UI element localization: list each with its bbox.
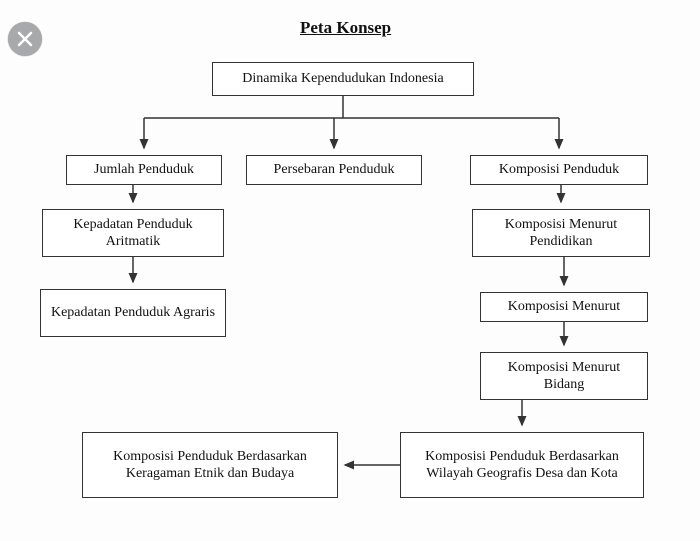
node-agraris: Kepadatan Penduduk Agraris bbox=[40, 289, 226, 337]
node-aritmatik: Kepadatan Penduduk Aritmatik bbox=[42, 209, 224, 257]
node-persebaran: Persebaran Penduduk bbox=[246, 155, 422, 185]
node-kompEtnik: Komposisi Penduduk Berdasarkan Keragaman… bbox=[82, 432, 338, 498]
node-kompPend: Komposisi Menurut Pendidikan bbox=[472, 209, 650, 257]
node-root: Dinamika Kependudukan Indonesia bbox=[212, 62, 474, 96]
node-jumlah: Jumlah Penduduk bbox=[66, 155, 222, 185]
diagram-viewport: Peta Konsep Dinamika Kependudukan Indone… bbox=[0, 0, 700, 541]
node-kompBid: Komposisi Menurut Bidang bbox=[480, 352, 648, 400]
node-komposisi: Komposisi Penduduk bbox=[470, 155, 648, 185]
close-icon[interactable] bbox=[8, 22, 42, 56]
node-kompMen: Komposisi Menurut bbox=[480, 292, 648, 322]
node-kompGeo: Komposisi Penduduk Berdasarkan Wilayah G… bbox=[400, 432, 644, 498]
page-title: Peta Konsep bbox=[300, 18, 391, 38]
